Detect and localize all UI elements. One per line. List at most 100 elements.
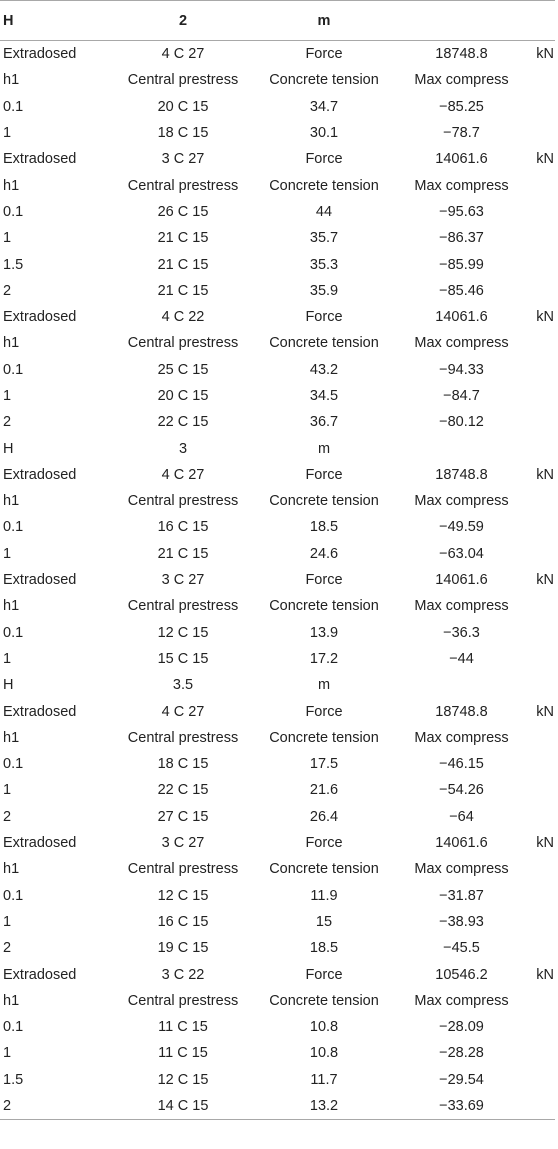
table-cell: 3 C 27 (161, 151, 205, 168)
table-cell: 35.7 (309, 230, 339, 247)
table-cell: Force (305, 46, 343, 63)
table-cell: 12 C 15 (157, 1071, 209, 1088)
table-cell: kN (536, 309, 554, 326)
table-row: Extradosed 3 C 22 Force 10546.2 kN (0, 961, 555, 987)
table-row: 2 19 C 15 18.5 −45.5 (0, 935, 555, 961)
table-cell: −78.7 (443, 125, 480, 142)
table-cell: kN (536, 151, 554, 168)
table-cell: 35.3 (309, 256, 339, 273)
table-row: Extradosed 4 C 27 Force 18748.8 kN (0, 462, 555, 488)
table-cell (525, 1040, 555, 1066)
table-row: h1 Central prestress Concrete tension Max c… (0, 988, 555, 1014)
table-cell: −33.69 (439, 1098, 484, 1115)
table-cell: 30.1 (309, 125, 339, 142)
table-cell: Central prestress (127, 72, 239, 89)
table-row: Extradosed 3 C 27 Force 14061.6 kN (0, 830, 555, 856)
table-cell: 4 C 27 (161, 46, 205, 63)
table-cell: Central prestress (127, 493, 239, 510)
table-cell (525, 804, 555, 830)
table-row: h1 Central prestress Concrete tension Max c… (0, 330, 555, 356)
table-row: h1 Central prestress Concrete tension Max c… (0, 856, 555, 882)
table-cell: kN (536, 966, 554, 983)
table-cell (525, 935, 555, 961)
table-cell (525, 357, 555, 383)
table-cell: 0.1 (3, 887, 24, 904)
table-cell (525, 856, 555, 882)
table-row: Extradosed 3 C 27 Force 14061.6 kN (0, 567, 555, 593)
table-cell (525, 67, 555, 93)
table-row: h1 Central prestress Concrete tension Max c… (0, 725, 555, 751)
table-cell: H (3, 677, 14, 694)
table-cell (525, 672, 555, 698)
table-cell (525, 988, 555, 1014)
table-cell: 2 (3, 414, 12, 431)
table-cell: Max compress (414, 729, 509, 746)
table-cell: 2 (3, 282, 12, 299)
table-cell (525, 593, 555, 619)
table-row: 2 27 C 15 26.4 −64 (0, 804, 555, 830)
header-rule (0, 40, 555, 41)
table-cell: Force (305, 835, 343, 852)
table-cell: Central prestress (127, 992, 239, 1009)
table-cell: 26 C 15 (157, 203, 209, 220)
table-cell: h1 (3, 177, 20, 194)
table-cell: 34.5 (309, 388, 339, 404)
table-cell (398, 435, 525, 461)
table-row: h1 Central prestress Concrete tension Max c… (0, 488, 555, 514)
top-rule (0, 0, 555, 1)
table-cell: −86.37 (439, 230, 484, 247)
table-cell (525, 620, 555, 646)
table-cell: 1 (3, 782, 12, 799)
table-cell: 34.7 (309, 98, 339, 115)
table-cell: 26.4 (309, 808, 339, 825)
table-cell (525, 646, 555, 672)
table-cell (525, 199, 555, 225)
table-row: 1 21 C 15 35.7 −86.37 (0, 225, 555, 251)
table-row: h1 Central prestress Concrete tension Max c… (0, 172, 555, 198)
table-row: 0.1 25 C 15 43.2 −94.33 (0, 357, 555, 383)
table-cell: Concrete tension (269, 493, 379, 510)
table-cell: 21 C 15 (157, 230, 209, 247)
table-row: h1 Central prestress Concrete tension Max c… (0, 593, 555, 619)
table-cell: Concrete tension (269, 598, 379, 615)
table-cell: 4 C 27 (161, 703, 205, 720)
table-row: 1 21 C 15 24.6 −63.04 (0, 541, 555, 567)
table-cell: −49.59 (439, 519, 484, 536)
table-cell (525, 409, 555, 435)
table-cell: h1 (3, 72, 20, 89)
table-cell: 18748.8 (435, 466, 488, 483)
table-cell: 11 C 15 (158, 1019, 208, 1036)
table-row: 0.1 26 C 15 44 −95.63 (0, 199, 555, 225)
table-cell: kN (536, 703, 554, 720)
table-cell: 13.2 (309, 1098, 339, 1115)
table-cell: Max compress (414, 992, 509, 1009)
table-cell: h1 (3, 992, 20, 1009)
table-cell (525, 488, 555, 514)
table-cell: 0.1 (3, 1019, 24, 1036)
table-cell: Force (305, 466, 343, 483)
table-cell: Concrete tension (269, 729, 379, 746)
table-cell: 20 C 15 (157, 388, 209, 404)
table-cell: Central prestress (127, 729, 239, 746)
table-cell: Extradosed (3, 703, 77, 720)
table-cell: 16 C 15 (157, 913, 209, 930)
table-cell: 3 C 22 (161, 966, 205, 983)
table-cell: −85.46 (439, 282, 484, 299)
table-cell: −28.28 (439, 1045, 484, 1062)
table-cell: 2 (3, 940, 12, 957)
table-row: 2 14 C 15 13.2 −33.69 (0, 1093, 555, 1119)
table-cell: 14061.6 (435, 151, 488, 168)
table-cell (525, 1014, 555, 1040)
table-cell: 44 (315, 203, 333, 220)
table-cell: 0.1 (3, 624, 24, 641)
table-cell: Extradosed (3, 835, 77, 852)
bottom-rule (0, 1119, 555, 1121)
table-cell: Concrete tension (269, 177, 379, 194)
table-cell: H (3, 440, 14, 457)
table-cell (398, 672, 525, 698)
table-cell: 1 (3, 388, 12, 404)
header-cell-4 (525, 1, 555, 41)
table-cell: 21.6 (309, 782, 339, 799)
table-row: 2 21 C 15 35.9 −85.46 (0, 278, 555, 304)
table-cell: 3 (178, 440, 188, 457)
